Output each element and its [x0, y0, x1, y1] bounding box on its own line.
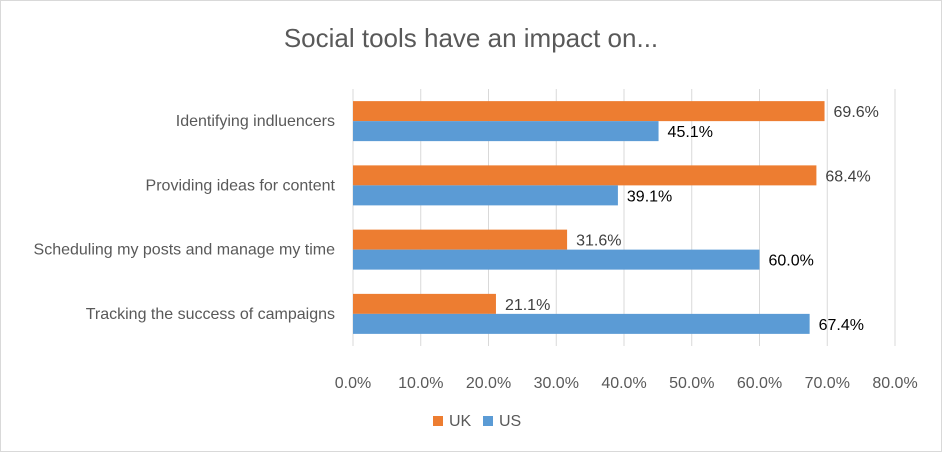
x-tick-label: 10.0% — [398, 375, 443, 392]
x-tick-label: 20.0% — [466, 375, 511, 392]
data-label-us: 39.1% — [627, 188, 672, 205]
data-label-us: 45.1% — [668, 124, 713, 141]
x-tick-label: 70.0% — [805, 375, 850, 392]
category-label: Identifying indluencers — [176, 113, 335, 130]
bar-uk — [353, 101, 825, 122]
data-label-us: 60.0% — [769, 253, 814, 270]
data-label-uk: 31.6% — [576, 233, 621, 250]
legend-swatch-uk — [433, 416, 443, 426]
category-label: Providing ideas for content — [146, 177, 336, 194]
category-label: Scheduling my posts and manage my time — [34, 242, 336, 259]
legend-label-us: US — [499, 413, 521, 430]
category-axis: Identifying indluencers Providing ideas f… — [34, 113, 336, 323]
bar-uk — [353, 165, 817, 186]
x-tick-label: 60.0% — [737, 375, 782, 392]
bar-us — [353, 121, 659, 142]
x-tick-label: 80.0% — [872, 375, 917, 392]
legend-swatch-us — [483, 416, 493, 426]
legend: UK US — [433, 413, 521, 430]
data-label-uk: 68.4% — [825, 168, 870, 185]
value-axis: 0.0% 10.0% 20.0% 30.0% 40.0% 50.0% 60.0% 70.0% 8… — [335, 375, 918, 392]
x-tick-label: 40.0% — [601, 375, 646, 392]
data-label-us: 67.4% — [819, 317, 864, 334]
data-label-uk: 69.6% — [834, 104, 879, 121]
bar-us — [353, 185, 618, 206]
bar-us — [353, 249, 760, 270]
chart-title: Social tools have an impact on... — [284, 23, 658, 53]
x-tick-label: 30.0% — [534, 375, 579, 392]
data-labels: 69.6% 45.1% 68.4% 39.1% 31.6% 60.0% 21.1% 67.4% — [505, 104, 879, 334]
bars — [353, 101, 825, 334]
x-tick-label: 0.0% — [335, 375, 371, 392]
category-label: Tracking the success of campaigns — [86, 306, 335, 323]
bar-uk — [353, 293, 496, 314]
bar-us — [353, 313, 810, 334]
data-label-uk: 21.1% — [505, 297, 550, 314]
x-tick-label: 50.0% — [669, 375, 714, 392]
bar-uk — [353, 229, 568, 250]
legend-label-uk: UK — [449, 413, 472, 430]
